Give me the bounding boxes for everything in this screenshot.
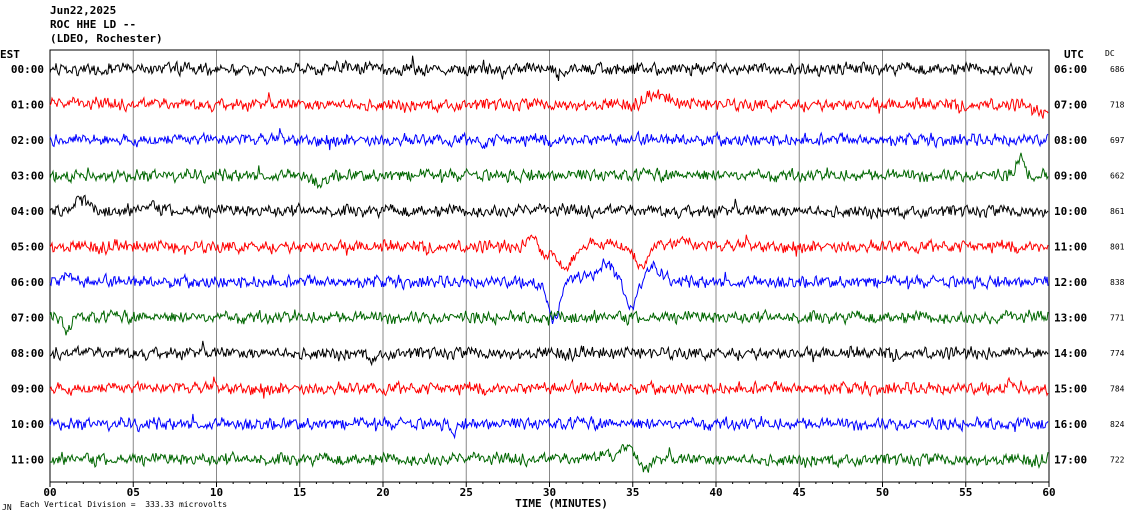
trace-0600 bbox=[49, 258, 1049, 325]
trace-0700 bbox=[49, 308, 1049, 336]
est-row-label: 04:00 bbox=[11, 205, 44, 218]
utc-axis-label: UTC bbox=[1064, 48, 1084, 61]
dc-label: DC bbox=[1105, 49, 1115, 58]
chart-station: ROC HHE LD -- bbox=[50, 18, 137, 31]
scale-text: Each Vertical Division = 333.33 microvol… bbox=[20, 500, 228, 509]
trace-0200 bbox=[49, 128, 1049, 151]
x-tick-label: 60 bbox=[1042, 486, 1055, 499]
dc-value: 686 bbox=[1110, 65, 1125, 74]
x-tick-label: 55 bbox=[959, 486, 972, 499]
trace-0500 bbox=[49, 234, 1049, 273]
x-tick-label: 30 bbox=[543, 486, 556, 499]
est-row-label: 09:00 bbox=[11, 383, 44, 396]
est-row-label: 08:00 bbox=[11, 347, 44, 360]
trace-0000 bbox=[49, 55, 1033, 81]
utc-row-label: 11:00 bbox=[1054, 241, 1087, 254]
utc-row-label: 12:00 bbox=[1054, 276, 1087, 289]
est-row-label: 02:00 bbox=[11, 134, 44, 147]
dc-value: 662 bbox=[1110, 172, 1125, 181]
x-tick-label: 00 bbox=[43, 486, 56, 499]
dc-value: 774 bbox=[1110, 349, 1125, 358]
x-tick-label: 20 bbox=[376, 486, 389, 499]
utc-row-label: 13:00 bbox=[1054, 312, 1087, 325]
dc-value: 861 bbox=[1110, 207, 1125, 216]
x-tick-label: 05 bbox=[127, 486, 140, 499]
utc-row-label: 06:00 bbox=[1054, 63, 1087, 76]
est-row-label: 03:00 bbox=[11, 170, 44, 183]
dc-value: 801 bbox=[1110, 243, 1125, 252]
est-row-label: 00:00 bbox=[11, 63, 44, 76]
dc-value: 771 bbox=[1110, 314, 1125, 323]
dc-value: 697 bbox=[1110, 136, 1125, 145]
trace-0100 bbox=[49, 89, 1049, 119]
trace-0900 bbox=[49, 376, 1049, 399]
utc-row-label: 08:00 bbox=[1054, 134, 1087, 147]
x-tick-label: 45 bbox=[793, 486, 806, 499]
est-row-label: 06:00 bbox=[11, 276, 44, 289]
est-row-label: 05:00 bbox=[11, 241, 44, 254]
trace-0300 bbox=[49, 152, 1049, 190]
dc-value: 838 bbox=[1110, 278, 1125, 287]
est-row-label: 11:00 bbox=[11, 454, 44, 467]
utc-row-label: 15:00 bbox=[1054, 383, 1087, 396]
x-axis-label: TIME (MINUTES) bbox=[515, 497, 608, 510]
utc-row-label: 10:00 bbox=[1054, 205, 1087, 218]
dc-value: 784 bbox=[1110, 385, 1125, 394]
trace-0400 bbox=[49, 194, 1049, 221]
x-tick-label: 10 bbox=[210, 486, 223, 499]
trace-1100 bbox=[49, 443, 1049, 473]
utc-row-label: 16:00 bbox=[1054, 418, 1087, 431]
dc-value: 824 bbox=[1110, 420, 1125, 429]
x-tick-label: 40 bbox=[709, 486, 722, 499]
est-row-label: 07:00 bbox=[11, 312, 44, 325]
utc-row-label: 14:00 bbox=[1054, 347, 1087, 360]
utc-row-label: 09:00 bbox=[1054, 170, 1087, 183]
utc-row-label: 17:00 bbox=[1054, 454, 1087, 467]
dc-value: 718 bbox=[1110, 101, 1125, 110]
x-tick-label: 15 bbox=[293, 486, 306, 499]
utc-row-label: 07:00 bbox=[1054, 99, 1087, 112]
dc-value: 722 bbox=[1110, 456, 1125, 465]
x-tick-label: 35 bbox=[626, 486, 639, 499]
chart-date: Jun22,2025 bbox=[50, 4, 117, 17]
est-axis-label: EST bbox=[0, 48, 20, 61]
est-row-label: 10:00 bbox=[11, 418, 44, 431]
x-tick-label: 50 bbox=[876, 486, 889, 499]
trace-1000 bbox=[49, 413, 1049, 440]
trace-0800 bbox=[49, 340, 1049, 367]
x-tick-label: 25 bbox=[460, 486, 473, 499]
corner-mark: JN bbox=[2, 503, 12, 512]
est-row-label: 01:00 bbox=[11, 99, 44, 112]
chart-network: (LDEO, Rochester) bbox=[50, 32, 163, 45]
